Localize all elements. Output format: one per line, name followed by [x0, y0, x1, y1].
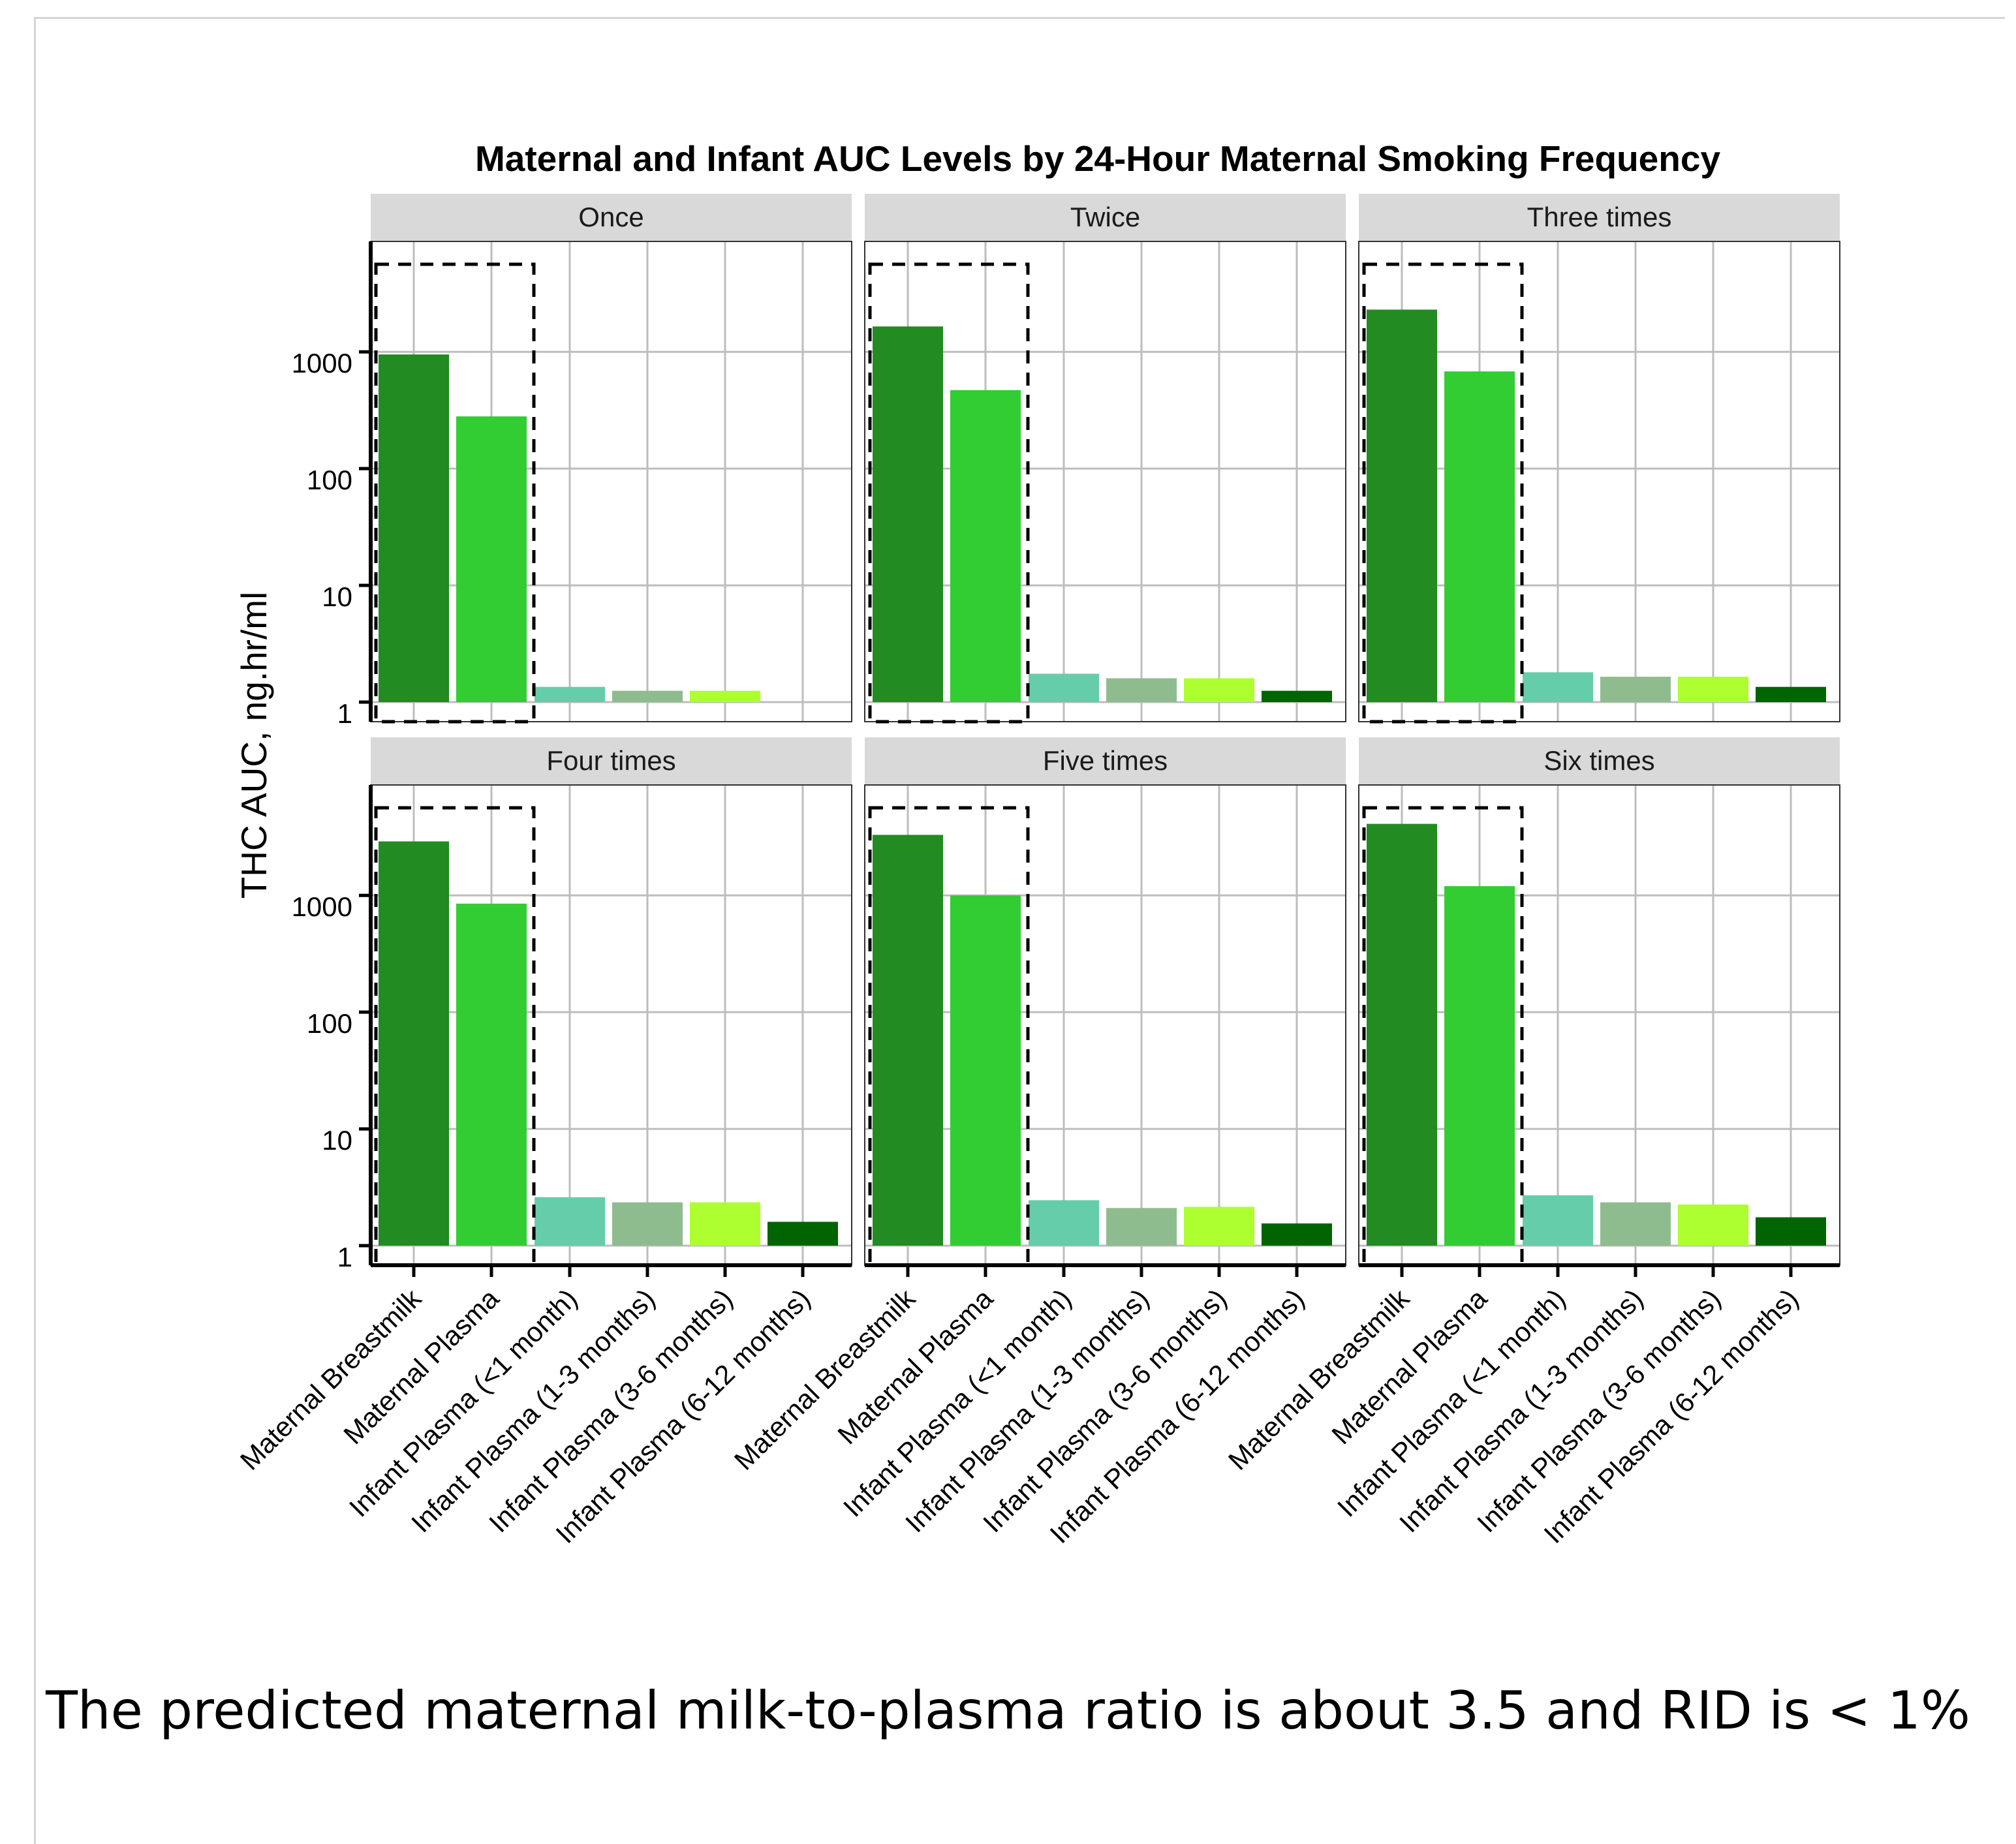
bar — [1106, 1208, 1177, 1246]
bar — [456, 416, 527, 702]
facet-strip-label: Six times — [1543, 745, 1654, 776]
facet-panel: Three times — [1358, 194, 1840, 724]
bar — [950, 390, 1021, 702]
bar — [456, 903, 527, 1246]
highlight-box — [868, 262, 1030, 724]
y-tick-label: 10 — [322, 1125, 352, 1156]
bar — [768, 1222, 838, 1246]
facet-panel: Once 1 10 100 1000 — [292, 194, 852, 729]
bar — [1600, 1202, 1671, 1246]
bar — [1262, 690, 1332, 702]
y-tick-label: 100 — [307, 465, 352, 495]
y-tick-label: 100 — [307, 1008, 352, 1039]
facet-strip-label: Once — [578, 202, 644, 232]
chart-title: Maternal and Infant AUC Levels by 24-Hou… — [475, 138, 1720, 179]
facet-strip-label: Four times — [546, 745, 675, 776]
plot-area — [865, 785, 1346, 1265]
bar — [535, 1197, 605, 1246]
bar — [1678, 677, 1748, 702]
plot-area — [865, 241, 1346, 722]
highlight-box — [374, 262, 536, 724]
facet-strip-label: Three times — [1527, 202, 1672, 232]
bar — [1444, 886, 1515, 1246]
y-tick-label: 1 — [337, 1242, 352, 1272]
bar — [535, 686, 605, 702]
slide-caption: The predicted maternal milk-to-plasma ra… — [46, 1680, 1970, 1741]
bar — [950, 895, 1021, 1246]
bar — [1262, 1223, 1332, 1246]
bar — [1600, 677, 1671, 702]
bar — [1756, 686, 1826, 702]
y-axis-label: THC AUC, ng.hr/ml — [234, 592, 274, 899]
bar — [1678, 1204, 1748, 1246]
bar — [612, 690, 683, 702]
bar — [873, 326, 943, 703]
bar — [1106, 678, 1177, 702]
plot-area — [1359, 785, 1840, 1265]
facet-strip — [371, 194, 852, 241]
y-tick-label: 1000 — [292, 891, 352, 922]
bar — [1523, 672, 1593, 702]
facet-panel: Twice — [864, 194, 1346, 724]
y-tick-label: 10 — [322, 581, 352, 612]
bar — [1367, 309, 1437, 702]
facet-strip — [371, 737, 852, 785]
facet-strip — [865, 737, 1346, 785]
facet-strip-label: Twice — [1070, 202, 1140, 232]
bar — [1029, 673, 1099, 702]
bar — [873, 835, 943, 1246]
plot-area — [1359, 241, 1840, 722]
bar — [379, 841, 449, 1246]
facet-strip — [1359, 194, 1840, 241]
facet-strip — [865, 194, 1346, 241]
bar — [1029, 1200, 1099, 1246]
facet-panels: Once 1 10 100 1000 Twice Three times Four times… — [234, 194, 1840, 1549]
bar — [1756, 1217, 1826, 1246]
bar — [1367, 823, 1437, 1246]
bar — [379, 354, 449, 702]
y-tick-label: 1000 — [292, 348, 352, 378]
plot-area — [371, 241, 852, 722]
bar — [1523, 1195, 1593, 1246]
plot-area — [371, 785, 852, 1265]
panel-border — [1358, 241, 1840, 722]
highlight-box — [1362, 262, 1524, 724]
bar — [1184, 678, 1254, 702]
facet-strip-label: Five times — [1043, 745, 1168, 776]
panel-border — [864, 241, 1346, 722]
bar — [1184, 1206, 1254, 1246]
bar — [690, 1202, 760, 1246]
bar — [690, 690, 760, 702]
facet-strip — [1359, 737, 1840, 785]
bar — [612, 1202, 683, 1246]
bar — [1444, 371, 1515, 702]
y-tick-label: 1 — [337, 698, 352, 729]
slide-frame — [34, 17, 2005, 1844]
